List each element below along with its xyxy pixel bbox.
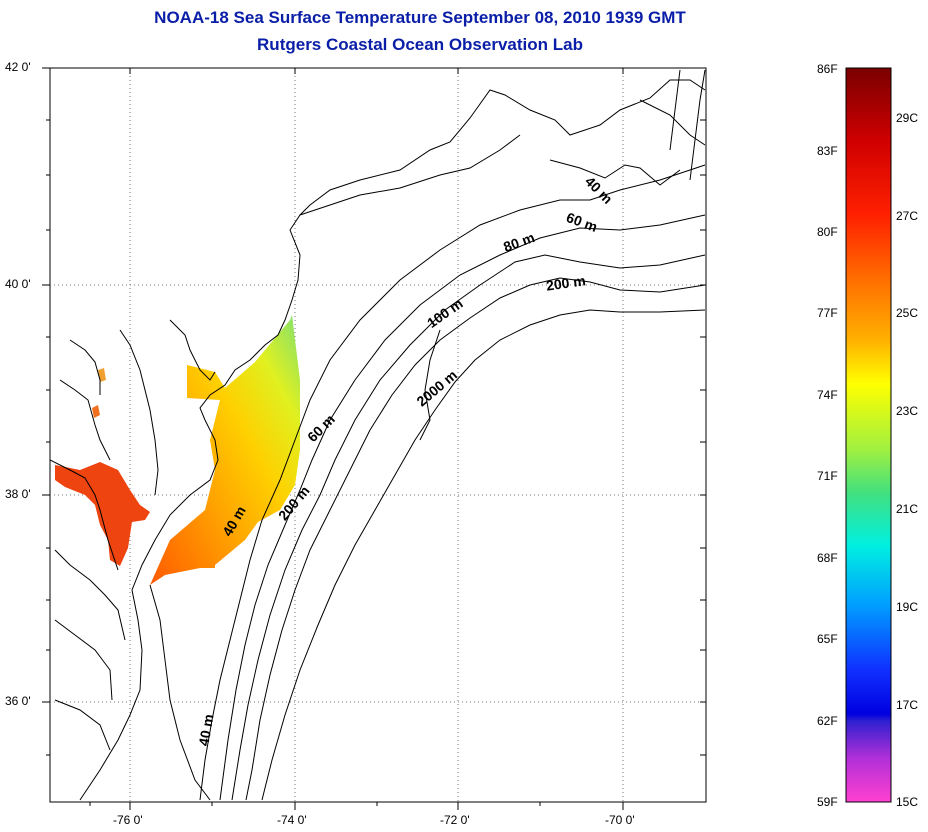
map-grid bbox=[50, 68, 706, 802]
lon-tick-label: -74 0' bbox=[277, 813, 307, 827]
colorbar-c-label: 15C bbox=[896, 795, 919, 809]
coastline bbox=[50, 79, 706, 801]
colorbar-f-label: 71F bbox=[817, 469, 838, 483]
bathymetry-contours bbox=[199, 69, 706, 801]
colorbar-f-label: 68F bbox=[817, 551, 838, 565]
sst-swath bbox=[150, 315, 300, 585]
colorbar-c-label: 21C bbox=[896, 502, 919, 516]
colorbar-f-label: 65F bbox=[817, 632, 838, 646]
colorbar-f-label: 77F bbox=[817, 306, 838, 320]
bay-warm-patch bbox=[92, 405, 100, 418]
colorbar-f-label: 86F bbox=[817, 62, 838, 76]
colorbar-c-label: 23C bbox=[896, 404, 919, 418]
lat-tick-label: 42 0' bbox=[5, 60, 31, 74]
colorbar-c-label: 25C bbox=[896, 306, 919, 320]
colorbar-c-label: 19C bbox=[896, 600, 919, 614]
map-ticks bbox=[42, 67, 706, 810]
colorbar-c-label: 17C bbox=[896, 698, 919, 712]
colorbar-f-label: 62F bbox=[817, 714, 838, 728]
colorbar-f-label: 80F bbox=[817, 225, 838, 239]
colorbar bbox=[845, 67, 892, 803]
colorbar-f-label: 83F bbox=[817, 144, 838, 158]
lat-tick-label: 38 0' bbox=[5, 487, 31, 501]
lon-tick-label: -70 0' bbox=[605, 813, 635, 827]
colorbar-f-label: 74F bbox=[817, 388, 838, 402]
colorbar-f-label: 59F bbox=[817, 795, 838, 809]
lat-tick-label: 40 0' bbox=[5, 277, 31, 291]
colorbar-c-label: 27C bbox=[896, 209, 919, 223]
lat-tick-label: 36 0' bbox=[5, 694, 31, 708]
colorbar-c-label: 29C bbox=[896, 111, 919, 125]
map-subtitle: Rutgers Coastal Ocean Observation Lab bbox=[257, 35, 583, 54]
lon-tick-label: -76 0' bbox=[113, 813, 143, 827]
map-title: NOAA-18 Sea Surface Temperature Septembe… bbox=[154, 8, 686, 27]
lon-tick-label: -72 0' bbox=[440, 813, 470, 827]
map-frame bbox=[49, 67, 707, 803]
bay-warm-area bbox=[55, 462, 150, 566]
